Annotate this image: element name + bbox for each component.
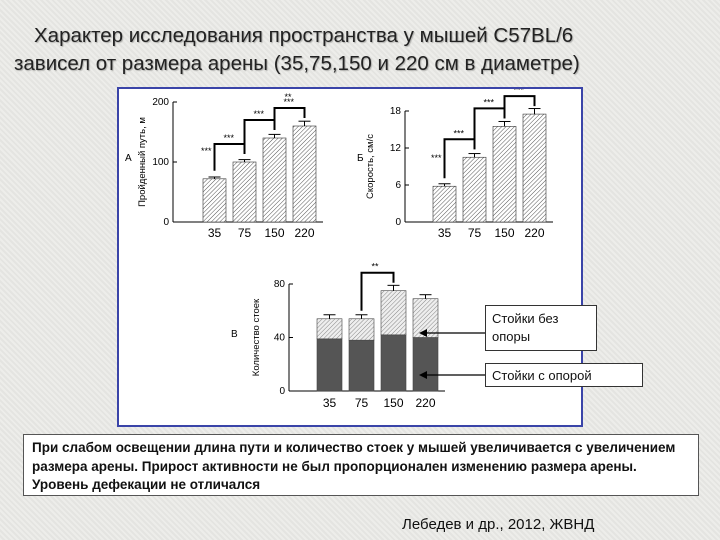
- bar: [462, 156, 487, 223]
- y-tick-label: 0: [279, 386, 285, 397]
- bar-supported: [380, 334, 407, 392]
- y-tick-label: 0: [395, 217, 401, 228]
- bar: [492, 126, 517, 223]
- category-label: 220: [294, 226, 314, 240]
- bar: [432, 185, 457, 223]
- slide-title: Характер исследования пространства у мыш…: [14, 22, 714, 78]
- y-tick-label: 18: [390, 106, 402, 117]
- category-label: 150: [494, 226, 514, 240]
- significance-bracket: [360, 271, 395, 311]
- panel-label: Б: [357, 153, 364, 164]
- significance-mark: **: [285, 92, 293, 102]
- significance-mark: ***: [201, 146, 212, 156]
- significance-mark: **: [515, 89, 523, 90]
- significance-bracket: [503, 95, 536, 119]
- bar-supported: [348, 339, 375, 392]
- bar-unsupported: [316, 318, 343, 340]
- bar-unsupported: [380, 290, 407, 336]
- y-tick-label: 0: [163, 217, 169, 228]
- category-label: 35: [208, 226, 222, 240]
- y-tick-label: 200: [152, 97, 169, 108]
- panel-label: А: [125, 153, 132, 164]
- significance-mark: ***: [224, 133, 235, 143]
- category-label: 35: [438, 226, 452, 240]
- bar-unsupported: [348, 318, 375, 341]
- figure-frame: 0 100 200 А Пройденный путь, м 35 75 150 220 *** *…: [117, 80, 583, 427]
- y-axis-title: Количество стоек: [251, 298, 262, 376]
- title-line-2: зависел от размера арены (35,75,150 и 22…: [14, 52, 580, 75]
- significance-mark: **: [372, 262, 380, 272]
- summary-text: При слабом освещении длина пути и количе…: [23, 434, 699, 496]
- bar: [292, 125, 317, 223]
- title-line-1: Характер исследования пространства у мыш…: [34, 24, 574, 47]
- category-label: 150: [264, 226, 284, 240]
- panel-label: В: [231, 329, 238, 340]
- panel-c: 0 40 80 В Количество стоек 35 75 150 220 **: [231, 262, 445, 410]
- significance-bracket: [273, 107, 306, 130]
- callout-arrows: [419, 329, 487, 379]
- bar-supported: [316, 338, 343, 392]
- y-tick-label: 12: [390, 143, 402, 154]
- arrowhead-unsupported: [419, 329, 427, 337]
- callout-unsupported-rears: Стойки без опоры: [485, 305, 597, 351]
- y-tick-label: 100: [152, 157, 169, 168]
- category-label: 220: [415, 396, 435, 410]
- callout-supported-rears: Стойки с опорой: [485, 363, 643, 387]
- significance-mark: ***: [514, 89, 525, 95]
- significance-mark: ***: [254, 109, 265, 119]
- significance-mark: ***: [284, 97, 295, 107]
- y-tick-label: 40: [274, 333, 286, 344]
- y-axis-title: Скорость, см/с: [365, 134, 376, 199]
- significance-mark: ***: [484, 97, 495, 107]
- significance-mark: ***: [454, 128, 465, 138]
- category-label: 150: [383, 396, 403, 410]
- category-label: 35: [323, 396, 337, 410]
- bar: [522, 113, 547, 223]
- citation: Лебедев и др., 2012, ЖВНД: [402, 516, 595, 533]
- y-tick-label: 80: [274, 279, 286, 290]
- y-tick-label: 6: [395, 180, 401, 191]
- category-label: 75: [355, 396, 369, 410]
- category-label: 220: [524, 226, 544, 240]
- y-axis-title: Пройденный путь, м: [137, 117, 148, 207]
- category-label: 75: [468, 226, 482, 240]
- significance-mark: ***: [431, 153, 442, 163]
- bar: [262, 137, 287, 223]
- category-label: 75: [238, 226, 252, 240]
- bar: [202, 178, 227, 223]
- bar-supported: [412, 337, 439, 392]
- arrowhead-supported: [419, 371, 427, 379]
- bar: [232, 161, 257, 223]
